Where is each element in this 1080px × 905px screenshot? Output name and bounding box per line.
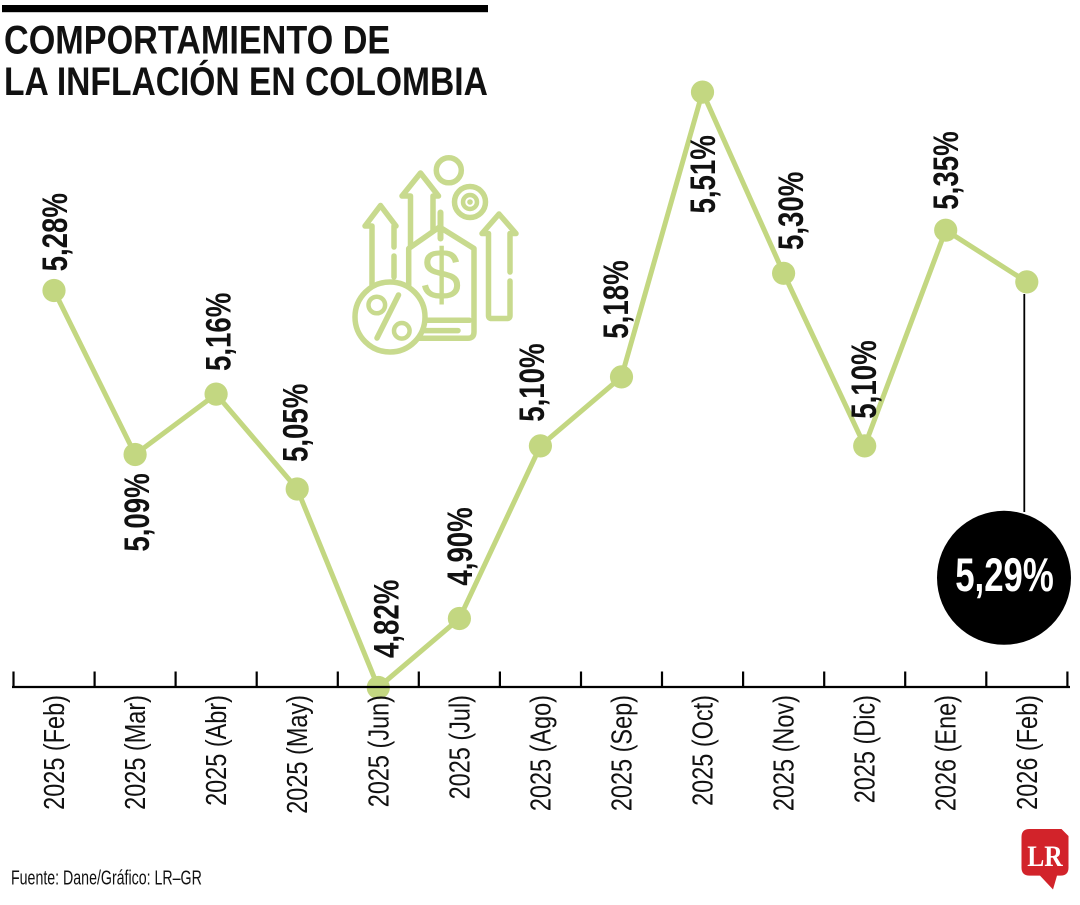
svg-text:2025 (Mar): 2025 (Mar) [119, 695, 152, 810]
svg-text:2025 (Feb): 2025 (Feb) [38, 695, 71, 810]
svg-text:2025 (May): 2025 (May) [281, 695, 314, 814]
svg-text:5,05%: 5,05% [275, 384, 315, 462]
svg-text:2025 (Jun): 2025 (Jun) [362, 695, 395, 807]
svg-text:5,09%: 5,09% [117, 473, 157, 551]
svg-text:5,35%: 5,35% [926, 131, 966, 209]
svg-text:5,28%: 5,28% [35, 193, 75, 271]
svg-text:5,30%: 5,30% [771, 172, 811, 250]
svg-text:4,82%: 4,82% [366, 580, 406, 658]
svg-text:5,51%: 5,51% [683, 135, 723, 213]
svg-text:2025 (Jul): 2025 (Jul) [443, 695, 476, 799]
svg-text:2025 (Abr): 2025 (Abr) [200, 695, 233, 806]
svg-text:2025 (Oct): 2025 (Oct) [686, 695, 719, 806]
svg-text:2025 (Ago): 2025 (Ago) [524, 695, 557, 811]
svg-text:Fuente: Dane/Gráfico: LR–GR: Fuente: Dane/Gráfico: LR–GR [11, 866, 202, 889]
svg-text:5,10%: 5,10% [512, 343, 552, 421]
svg-text:LA INFLACIÓN EN COLOMBIA: LA INFLACIÓN EN COLOMBIA [4, 58, 488, 103]
svg-text:LR: LR [1027, 840, 1063, 873]
svg-text:4,90%: 4,90% [440, 507, 480, 585]
svg-text:2026 (Feb): 2026 (Feb) [1010, 695, 1043, 810]
svg-text:COMPORTAMIENTO DE: COMPORTAMIENTO DE [4, 17, 390, 62]
svg-text:2026 (Ene): 2026 (Ene) [929, 695, 962, 811]
svg-text:5,10%: 5,10% [844, 340, 884, 418]
svg-text:$: $ [421, 236, 461, 316]
svg-text:2025 (Dic): 2025 (Dic) [848, 695, 881, 803]
svg-text:5,18%: 5,18% [596, 260, 636, 338]
svg-text:5,16%: 5,16% [198, 293, 238, 371]
svg-text:2025 (Sep): 2025 (Sep) [605, 695, 638, 811]
svg-text:2025 (Nov): 2025 (Nov) [767, 695, 800, 811]
svg-text:5,29%: 5,29% [955, 549, 1054, 601]
